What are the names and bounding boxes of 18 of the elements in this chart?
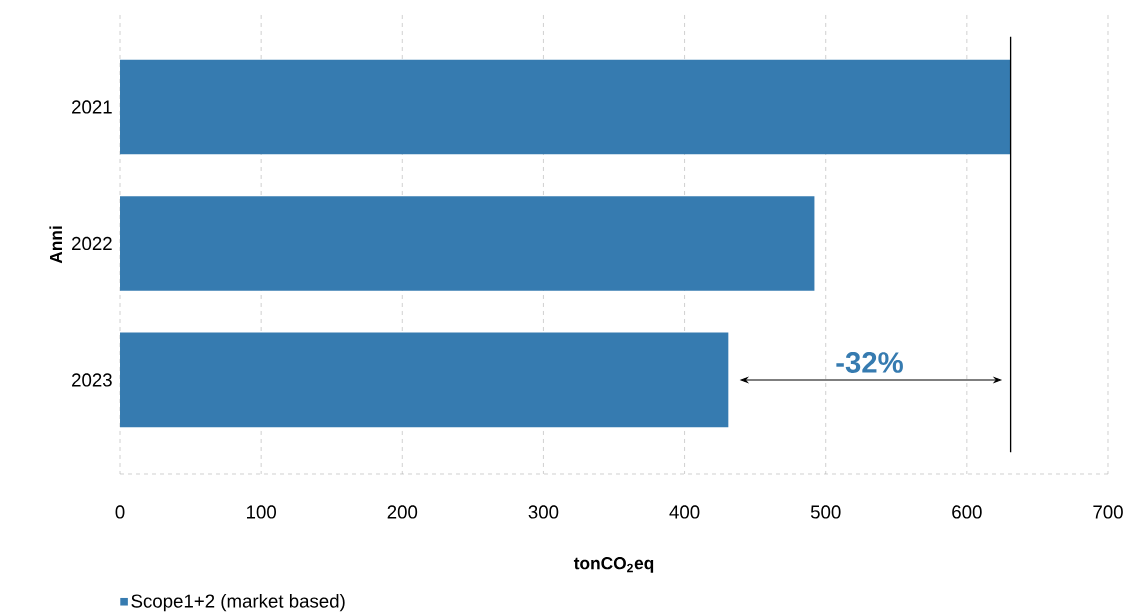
y-tick-label: 2022: [72, 236, 112, 251]
x-tick-label: 500: [810, 505, 841, 519]
x-tick-label: 0: [115, 505, 125, 519]
x-axis-title: tonCO$_{2}$eq: [573, 557, 654, 573]
bar: [120, 59, 1011, 155]
x-tick-label: 100: [247, 505, 276, 519]
x-tick-label: 400: [669, 505, 700, 519]
y-tick-label: 2021: [72, 100, 112, 114]
y-tick-label: 2023: [72, 373, 112, 387]
y-axis-title: Anni: [49, 226, 62, 264]
x-tick-label: 700: [1093, 505, 1123, 519]
x-tick-label: 600: [952, 505, 982, 519]
annotation: -32%: [836, 352, 903, 373]
bar: [120, 196, 815, 291]
x-tick-label: 300: [528, 505, 559, 519]
bar: [120, 332, 729, 428]
x-tick-label: 200: [387, 505, 418, 519]
legend-label: Scope1+2 (market based): [131, 593, 345, 612]
